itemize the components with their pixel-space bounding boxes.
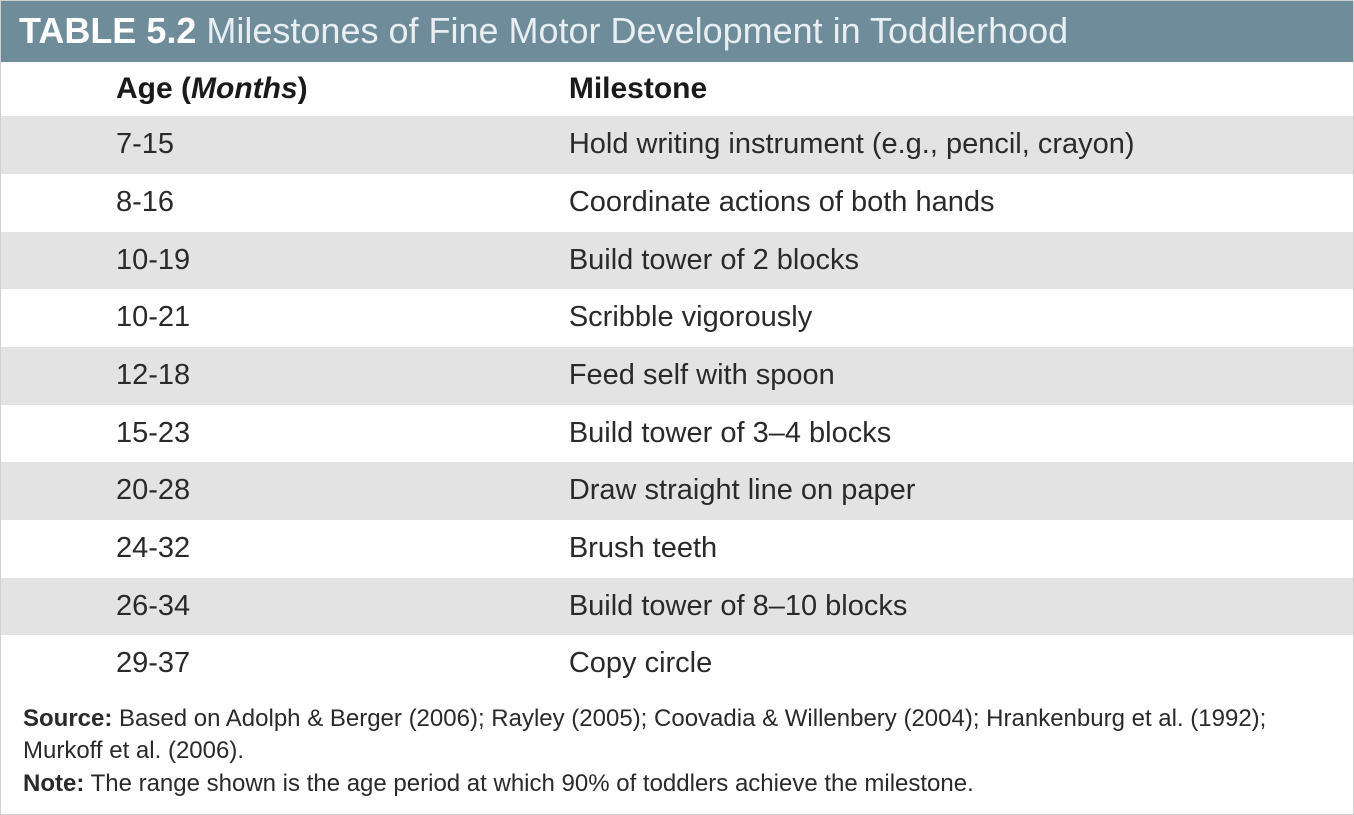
source-label: Source:	[23, 705, 112, 732]
cell-age: 10-21	[1, 289, 569, 347]
cell-age: 29-37	[1, 635, 569, 693]
table-row: 26-34Build tower of 8–10 blocks	[1, 578, 1353, 636]
cell-age: 12-18	[1, 347, 569, 405]
table-header-row: Age (Months) Milestone	[1, 62, 1353, 116]
age-label-suffix: )	[298, 72, 308, 105]
table-row: 10-19Build tower of 2 blocks	[1, 232, 1353, 290]
cell-milestone: Build tower of 3–4 blocks	[569, 405, 1353, 463]
table-row: 24-32Brush teeth	[1, 520, 1353, 578]
cell-milestone: Feed self with spoon	[569, 347, 1353, 405]
age-label-months: Months	[191, 72, 298, 105]
cell-milestone: Scribble vigorously	[569, 289, 1353, 347]
cell-age: 7-15	[1, 116, 569, 174]
milestones-table: Age (Months) Milestone 7-15Hold writing …	[1, 62, 1353, 693]
age-label-prefix: Age (	[116, 72, 191, 105]
cell-age: 8-16	[1, 174, 569, 232]
cell-milestone: Build tower of 2 blocks	[569, 232, 1353, 290]
table-container: TABLE 5.2 Milestones of Fine Motor Devel…	[0, 0, 1354, 815]
note-text: The range shown is the age period at whi…	[91, 770, 974, 797]
column-header-age: Age (Months)	[1, 62, 569, 116]
cell-age: 20-28	[1, 462, 569, 520]
cell-age: 10-19	[1, 232, 569, 290]
table-footnotes: Source: Based on Adolph & Berger (2006);…	[1, 693, 1353, 814]
cell-age: 24-32	[1, 520, 569, 578]
table-row: 29-37Copy circle	[1, 635, 1353, 693]
table-row: 10-21Scribble vigorously	[1, 289, 1353, 347]
cell-milestone: Draw straight line on paper	[569, 462, 1353, 520]
cell-age: 15-23	[1, 405, 569, 463]
cell-milestone: Build tower of 8–10 blocks	[569, 578, 1353, 636]
cell-milestone: Coordinate actions of both hands	[569, 174, 1353, 232]
source-line: Source: Based on Adolph & Berger (2006);…	[23, 703, 1331, 768]
table-body: 7-15Hold writing instrument (e.g., penci…	[1, 116, 1353, 693]
cell-milestone: Brush teeth	[569, 520, 1353, 578]
cell-milestone: Hold writing instrument (e.g., pencil, c…	[569, 116, 1353, 174]
table-row: 15-23Build tower of 3–4 blocks	[1, 405, 1353, 463]
note-line: Note: The range shown is the age period …	[23, 768, 1331, 800]
column-header-milestone: Milestone	[569, 62, 1353, 116]
table-row: 8-16Coordinate actions of both hands	[1, 174, 1353, 232]
table-row: 7-15Hold writing instrument (e.g., penci…	[1, 116, 1353, 174]
note-label: Note:	[23, 770, 84, 797]
table-row: 12-18Feed self with spoon	[1, 347, 1353, 405]
table-row: 20-28Draw straight line on paper	[1, 462, 1353, 520]
table-number: TABLE 5.2	[19, 10, 196, 51]
cell-milestone: Copy circle	[569, 635, 1353, 693]
source-text: Based on Adolph & Berger (2006); Rayley …	[23, 705, 1266, 764]
table-title-text: Milestones of Fine Motor Development in …	[206, 10, 1068, 51]
cell-age: 26-34	[1, 578, 569, 636]
table-title-bar: TABLE 5.2 Milestones of Fine Motor Devel…	[1, 1, 1353, 62]
